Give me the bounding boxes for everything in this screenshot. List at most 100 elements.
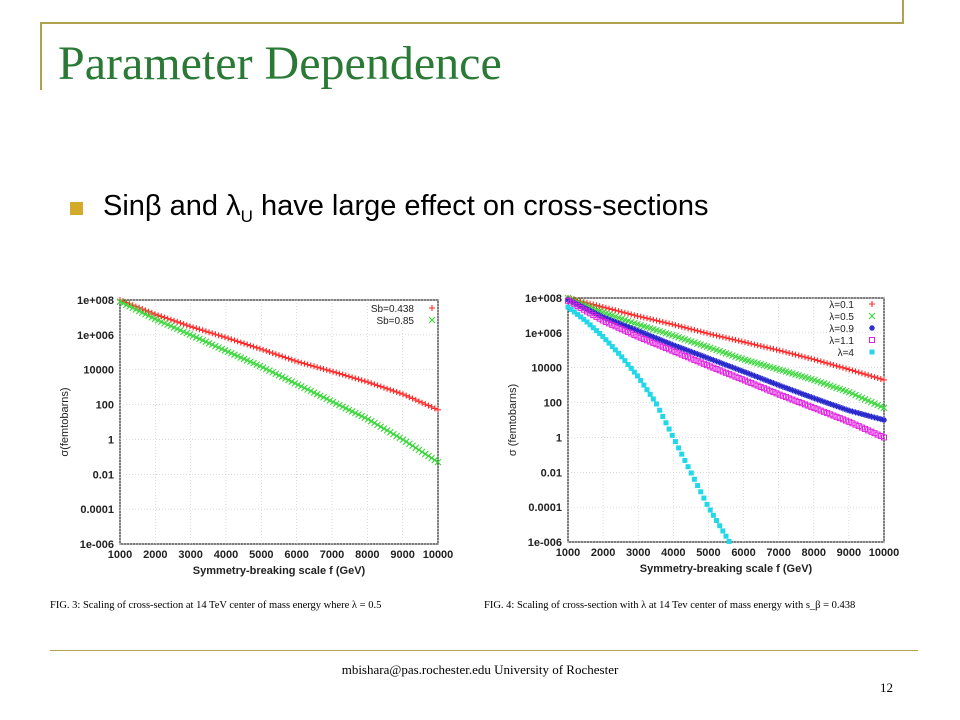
data-point — [723, 361, 729, 368]
x-tick-label: 2000 — [591, 547, 615, 559]
legend-marker — [869, 325, 875, 331]
data-point — [641, 382, 647, 388]
series-2 — [565, 296, 887, 423]
data-point — [767, 387, 774, 394]
data-point — [846, 366, 853, 373]
data-point — [735, 374, 742, 381]
data-point — [666, 346, 673, 353]
data-point — [726, 335, 733, 342]
data-point — [377, 383, 384, 390]
data-point — [748, 380, 755, 387]
data-point — [697, 359, 704, 366]
data-point — [685, 347, 692, 354]
data-point — [798, 390, 805, 397]
data-point — [158, 313, 165, 320]
data-point — [871, 414, 878, 421]
data-point — [625, 323, 632, 330]
data-point — [371, 381, 378, 388]
data-point — [590, 312, 597, 319]
data-point — [142, 307, 149, 314]
data-point — [663, 420, 669, 426]
data-point — [681, 324, 688, 331]
data-point — [676, 445, 682, 451]
data-point — [716, 367, 723, 374]
data-point — [707, 363, 714, 370]
data-point — [672, 439, 678, 445]
data-point — [802, 401, 808, 408]
data-point — [212, 331, 219, 338]
data-point — [760, 343, 767, 350]
data-point — [678, 351, 685, 358]
data-point — [754, 382, 761, 389]
data-point — [612, 307, 619, 314]
x-axis-label: Symmetry-breaking scale f (GeV) — [640, 563, 813, 575]
data-point — [647, 332, 654, 339]
data-point — [836, 363, 843, 370]
data-point — [843, 406, 850, 413]
data-point — [600, 333, 606, 339]
x-tick-label: 6000 — [731, 547, 755, 559]
data-point — [285, 355, 292, 362]
data-point — [625, 329, 632, 336]
data-point — [317, 365, 324, 372]
data-point — [820, 408, 827, 415]
data-point — [824, 399, 831, 406]
data-point — [298, 359, 305, 366]
data-point — [802, 391, 808, 398]
series-3 — [565, 297, 887, 441]
data-point — [638, 377, 644, 383]
y-tick-label: 1e-006 — [80, 539, 114, 551]
x-tick-label: 7000 — [320, 549, 344, 561]
data-point — [745, 370, 752, 377]
data-point — [695, 483, 701, 489]
data-point — [720, 528, 726, 534]
data-point — [852, 368, 859, 375]
bullet-text-before: Sinβ and λ — [103, 190, 241, 222]
data-point — [647, 391, 653, 397]
data-point — [729, 372, 736, 379]
data-point — [409, 395, 416, 402]
y-tick-label: 0.01 — [93, 469, 114, 481]
data-point — [209, 330, 216, 337]
data-point — [735, 366, 742, 373]
data-point — [660, 414, 666, 420]
bullet-item: Sinβ and λU have large effect on cross-s… — [70, 190, 709, 227]
data-point — [808, 394, 815, 401]
data-point — [650, 316, 657, 323]
data-point — [741, 377, 748, 384]
data-point — [631, 312, 638, 319]
y-tick-label: 1 — [108, 434, 114, 446]
data-point — [678, 345, 685, 352]
y-tick-label: 0.0001 — [80, 504, 114, 516]
series-0 — [565, 295, 887, 383]
data-point — [776, 382, 783, 389]
data-point — [748, 371, 755, 378]
data-point — [811, 356, 818, 363]
data-point — [333, 369, 340, 376]
data-point — [858, 411, 865, 418]
data-point — [805, 402, 812, 409]
data-point — [596, 315, 603, 322]
data-point — [349, 374, 356, 381]
figure-3: 1000 2000 3000 4000 5000 6000 7000 8000 9000 1000… — [22, 284, 460, 616]
data-point — [418, 448, 426, 456]
data-point — [792, 397, 799, 404]
data-point — [653, 341, 660, 348]
data-point — [358, 377, 365, 384]
y-tick-label: 1 — [556, 432, 562, 444]
data-point — [618, 321, 625, 328]
data-point — [659, 337, 666, 344]
x-tick-label: 5000 — [696, 547, 720, 559]
data-point — [653, 335, 660, 342]
data-point — [244, 341, 251, 348]
data-point — [865, 427, 872, 434]
data-point — [599, 317, 606, 324]
x-tick-label: 6000 — [284, 549, 308, 561]
data-point — [779, 392, 786, 399]
data-point — [253, 344, 260, 351]
data-point — [723, 334, 729, 341]
data-point — [228, 336, 235, 343]
data-point — [862, 371, 869, 378]
data-point — [808, 403, 815, 410]
data-point — [672, 348, 679, 355]
